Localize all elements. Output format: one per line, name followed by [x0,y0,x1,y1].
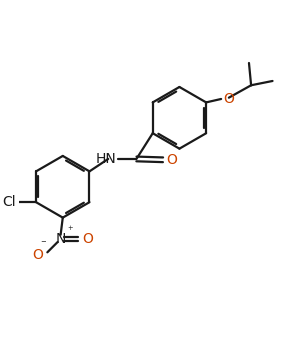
Text: HN: HN [95,152,116,166]
Text: Cl: Cl [2,195,16,209]
Text: O: O [166,153,177,167]
Text: O: O [82,232,93,246]
Text: $\mathregular{^+}$: $\mathregular{^+}$ [66,225,74,235]
Text: O: O [223,92,234,106]
Text: N: N [56,232,66,246]
Text: $\mathregular{^-}$: $\mathregular{^-}$ [39,239,48,249]
Text: O: O [32,248,43,262]
